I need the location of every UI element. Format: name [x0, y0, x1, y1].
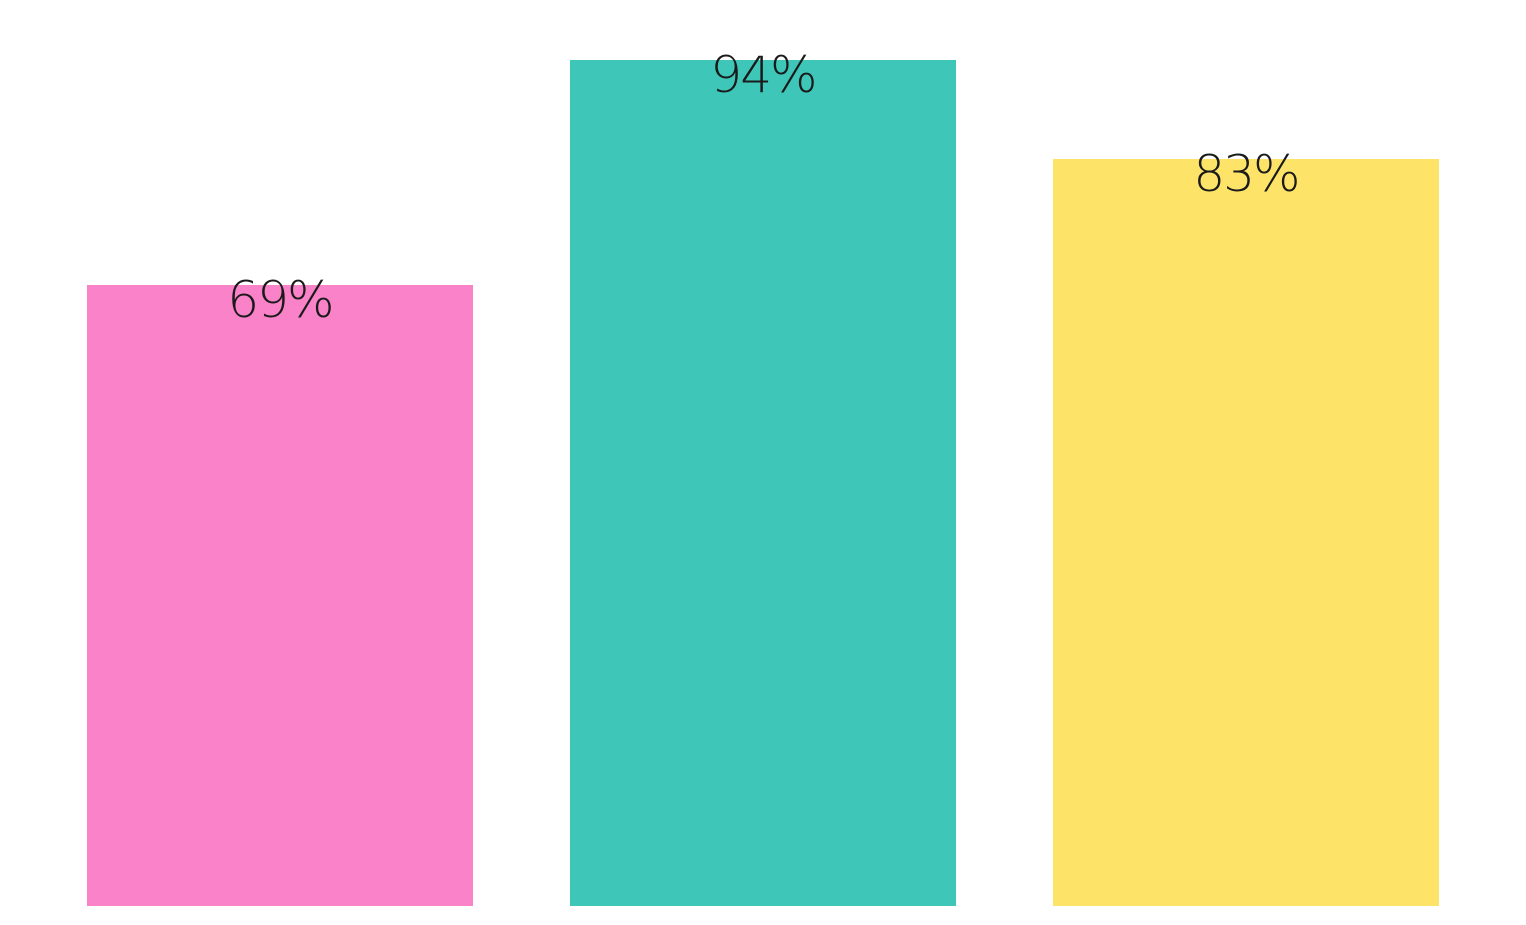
bars-group — [87, 60, 1439, 906]
data-label-1: 69% — [227, 271, 332, 329]
bar-2 — [570, 60, 956, 906]
data-labels-group: 69% 94% 83% — [227, 46, 1300, 329]
data-label-3: 83% — [1193, 145, 1298, 203]
bar-3 — [1053, 159, 1439, 906]
bar-1 — [87, 285, 473, 906]
data-label-2: 94% — [710, 46, 815, 104]
